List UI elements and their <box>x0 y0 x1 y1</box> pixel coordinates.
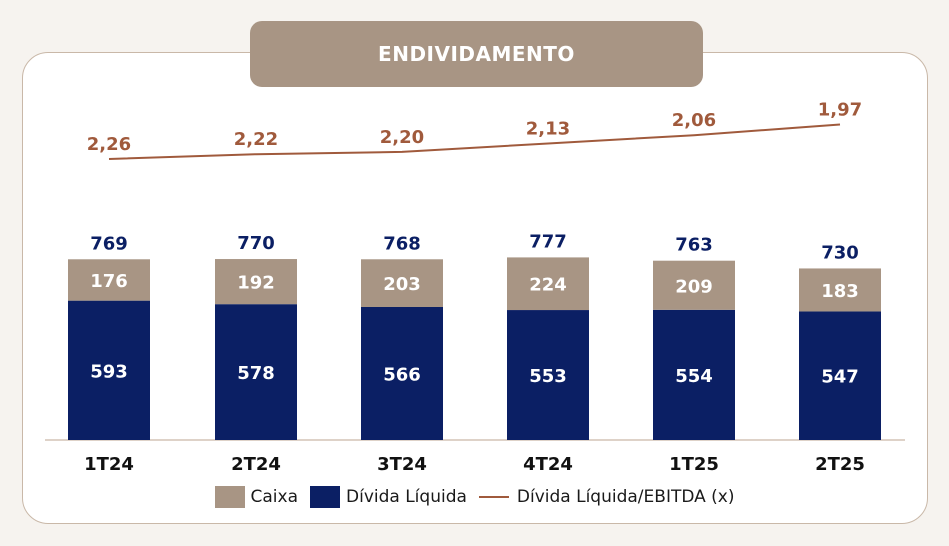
bar-divida-4T24 <box>507 310 589 440</box>
label-caixa-3T24: 203 <box>383 274 421 295</box>
legend-item-ratio: Dívida Líquida/EBITDA (x) <box>478 487 735 507</box>
bar-divida-3T24 <box>361 306 443 440</box>
bar-divida-2T25 <box>799 311 881 440</box>
label-caixa-1T25: 209 <box>675 276 713 297</box>
legend-item-caixa: Caixa <box>214 486 299 508</box>
bar-caixa-2T24 <box>215 259 297 305</box>
label-ratio-2T24: 2,22 <box>234 129 278 150</box>
legend-swatch-divida <box>310 486 340 508</box>
legend-label-caixa: Caixa <box>250 487 299 507</box>
label-total-2T24: 770 <box>237 233 275 254</box>
chart-title: ENDIVIDAMENTO <box>250 21 703 87</box>
label-ratio-2T25: 1,97 <box>818 99 862 120</box>
legend-swatch-caixa <box>214 486 245 508</box>
legend: Caixa Dívida Líquida Dívida Líquida/EBIT… <box>0 480 949 514</box>
label-total-4T24: 777 <box>529 231 567 252</box>
label-divida-1T24: 593 <box>90 361 128 382</box>
label-divida-4T24: 553 <box>529 366 567 387</box>
legend-label-ratio: Dívida Líquida/EBITDA (x) <box>516 487 735 507</box>
label-caixa-2T24: 192 <box>237 273 275 294</box>
label-total-1T25: 763 <box>675 235 713 256</box>
label-caixa-4T24: 224 <box>529 275 567 296</box>
label-caixa-1T24: 176 <box>90 271 128 292</box>
label-divida-2T24: 578 <box>237 363 275 384</box>
x-tick-2T24: 2T24 <box>231 454 281 475</box>
legend-swatch-line <box>478 496 509 498</box>
bar-divida-1T25 <box>653 309 735 440</box>
label-divida-2T25: 547 <box>821 367 859 388</box>
label-ratio-4T24: 2,13 <box>526 119 570 140</box>
x-tick-1T25: 1T25 <box>669 454 719 475</box>
chart-panel <box>22 52 928 524</box>
x-tick-1T24: 1T24 <box>84 454 134 475</box>
label-divida-1T25: 554 <box>675 366 713 387</box>
bar-caixa-1T25 <box>653 260 735 310</box>
x-tick-3T24: 3T24 <box>377 454 427 475</box>
label-caixa-2T25: 183 <box>821 281 859 302</box>
label-ratio-1T24: 2,26 <box>87 134 131 155</box>
label-total-3T24: 768 <box>383 233 421 254</box>
ratio-line <box>108 123 841 160</box>
x-tick-4T24: 4T24 <box>523 454 573 475</box>
legend-item-divida: Dívida Líquida <box>310 486 467 508</box>
label-divida-3T24: 566 <box>383 364 421 385</box>
label-ratio-1T25: 2,06 <box>672 110 716 131</box>
bar-caixa-1T24 <box>68 259 150 301</box>
bar-divida-2T24 <box>215 304 297 440</box>
bar-caixa-2T25 <box>799 268 881 312</box>
bar-caixa-3T24 <box>361 259 443 307</box>
bar-caixa-4T24 <box>507 257 589 311</box>
bar-divida-1T24 <box>68 300 150 440</box>
legend-label-divida: Dívida Líquida <box>346 487 467 507</box>
label-ratio-3T24: 2,20 <box>380 127 424 148</box>
label-total-1T24: 769 <box>90 233 128 254</box>
x-tick-2T25: 2T25 <box>815 454 865 475</box>
label-total-2T25: 730 <box>821 242 859 263</box>
